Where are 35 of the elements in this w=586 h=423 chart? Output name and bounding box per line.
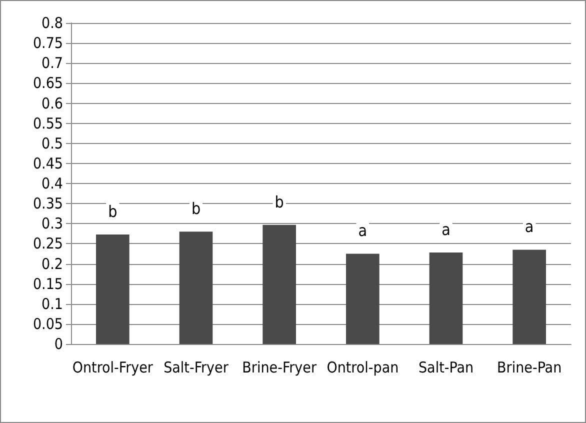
annotation: a — [358, 221, 368, 240]
y-tick-label: 0 — [54, 335, 63, 353]
y-tick-label: 0.6 — [42, 94, 63, 112]
y-tick-label: 0.05 — [32, 314, 63, 333]
y-tick-label: 0.2 — [42, 254, 63, 273]
x-tick-label: Salt-Pan — [418, 358, 474, 376]
y-tick-label: 0.5 — [42, 134, 63, 152]
x-tick-label: Ontrol-pan — [326, 358, 399, 376]
annotation: b — [191, 199, 201, 218]
x-tick-label: Brine-Fryer — [242, 358, 317, 376]
y-tick-label: 0.25 — [32, 234, 63, 253]
y-tick-label: 0.65 — [32, 74, 63, 92]
y-tick-label: 0.3 — [42, 214, 63, 233]
x-tick-label: Ontrol-Fryer — [72, 358, 154, 376]
bar — [179, 232, 213, 344]
y-tick-label: 0.4 — [42, 174, 63, 192]
x-tick-label: Salt-Fryer — [164, 358, 229, 376]
y-tick-label: 0.35 — [32, 194, 63, 213]
annotation: b — [274, 192, 284, 212]
y-tick-label: 0.75 — [32, 34, 63, 52]
annotation: a — [524, 217, 534, 236]
y-tick-label: 0.7 — [42, 54, 63, 72]
bar — [512, 250, 546, 344]
bar — [96, 234, 130, 344]
bar — [262, 224, 296, 344]
bar — [346, 254, 380, 344]
y-tick-label: 0.15 — [32, 274, 63, 293]
y-tick-label: 0.45 — [32, 154, 63, 172]
y-tick-label: 0.55 — [32, 114, 63, 132]
bar — [429, 252, 463, 344]
x-tick-label: Brine-Pan — [497, 358, 562, 376]
annotation: a — [442, 220, 450, 240]
y-tick-label: 0.1 — [42, 294, 63, 313]
y-tick-label: 0.8 — [42, 14, 63, 32]
annotation: b — [108, 202, 118, 221]
